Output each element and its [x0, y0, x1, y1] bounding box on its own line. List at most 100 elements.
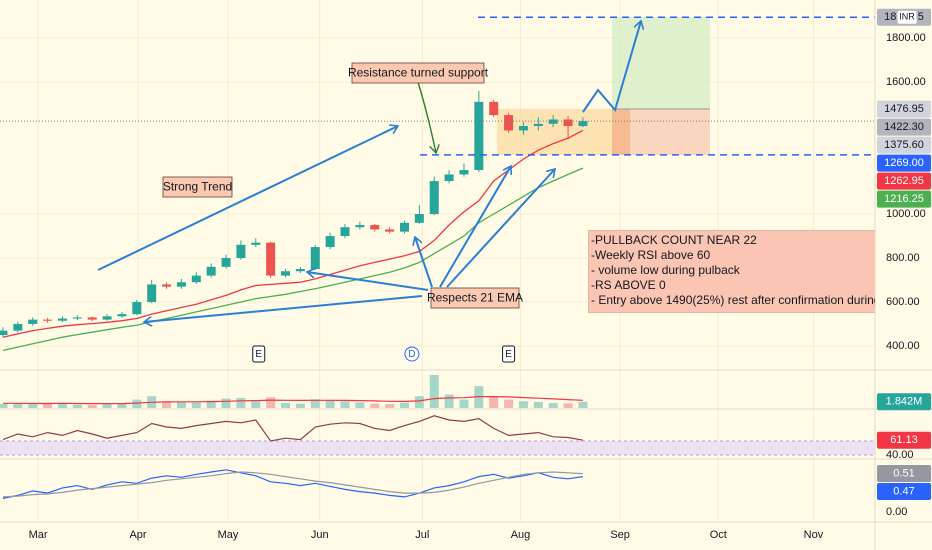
candle-body — [563, 119, 573, 127]
y-tick-label: 40.00 — [886, 449, 914, 461]
volume-bar — [221, 398, 231, 408]
note-line: - volume low during pulback — [591, 263, 741, 277]
volume-bar — [117, 403, 127, 408]
profit-zone — [612, 17, 710, 109]
candle-body — [221, 258, 231, 267]
price-tag-label: 1422.30 — [884, 121, 924, 133]
candle-body — [504, 115, 514, 131]
ema-arrow — [144, 295, 423, 322]
candle-body — [87, 317, 97, 320]
candle-body — [266, 242, 276, 276]
volume-bar — [548, 402, 558, 408]
price-tag-label: 1476.95 — [884, 103, 924, 115]
price-tag-label: 1262.95 — [884, 175, 924, 187]
price-tag — [877, 100, 931, 118]
line-series — [3, 396, 583, 405]
candle-body — [459, 170, 469, 175]
event-marker — [404, 346, 420, 362]
candle-body — [399, 222, 409, 232]
currency-badge — [896, 9, 918, 25]
x-tick-label: Mar — [29, 529, 48, 541]
candle-body — [489, 101, 499, 116]
volume-bar — [132, 399, 142, 408]
annotation: Respects 21 EMA — [427, 291, 523, 305]
x-tick-label: Jul — [415, 529, 429, 541]
volume-bar — [176, 401, 186, 408]
price-tag — [877, 465, 931, 483]
volume-bar — [162, 401, 172, 408]
price-tag-label: 1375.60 — [884, 139, 924, 151]
annotation-box — [430, 287, 520, 309]
note-line: -RS ABOVE 0 — [591, 278, 666, 292]
candle-body — [533, 123, 543, 127]
price-tag — [877, 483, 931, 501]
volume-bar — [489, 396, 499, 408]
volume-bar — [399, 402, 409, 408]
volume-bar — [518, 401, 528, 408]
candle-body — [340, 227, 350, 237]
candle-body — [0, 330, 8, 336]
note-clip: -PULLBACK COUNT NEAR 22 -Weekly RSI abov… — [588, 230, 913, 313]
price-tag-label: 0.47 — [893, 485, 914, 497]
annotation-box — [162, 176, 233, 198]
volume-bar — [414, 396, 424, 408]
candle-body — [132, 302, 142, 315]
note-line: - Entry above 1490(25%) rest after confi… — [591, 293, 913, 307]
volume-bar — [72, 404, 82, 408]
y-tick-label: 1600.00 — [886, 76, 926, 88]
price-tag-label: 1.842M — [886, 396, 923, 408]
event-marker — [502, 345, 516, 363]
candle-body — [176, 282, 186, 287]
annotation: Strong Trend — [163, 180, 232, 194]
x-tick-label: Nov — [804, 529, 824, 541]
volume-bar — [325, 399, 335, 408]
ema-arrow — [439, 166, 511, 288]
event-label: E — [255, 349, 262, 360]
volume-bar — [191, 402, 201, 408]
candle-body — [414, 214, 424, 223]
note-line: -Weekly RSI above 60 — [591, 248, 710, 262]
x-tick-label: Aug — [511, 529, 531, 541]
volume-bar — [444, 394, 454, 408]
support-arrow — [417, 81, 436, 153]
candle-body — [147, 284, 157, 303]
note-line: -PULLBACK COUNT NEAR 22 — [591, 233, 757, 247]
candle-body — [370, 225, 380, 230]
volume-bar — [87, 404, 97, 408]
candle-body — [13, 324, 23, 331]
volume-bar — [355, 402, 365, 408]
x-tick-label: Jun — [311, 529, 329, 541]
candle-body — [281, 271, 291, 276]
candle-body — [325, 236, 335, 248]
price-tag — [877, 431, 931, 449]
marks — [0, 16, 875, 499]
candle-body — [162, 284, 172, 287]
price-tag-label: 0.51 — [893, 467, 914, 479]
currency-label: INR — [899, 12, 915, 22]
event-label: D — [408, 349, 415, 360]
event-marker — [252, 345, 266, 363]
candle-body — [236, 244, 246, 259]
y-tick-label: 1000.00 — [886, 208, 926, 220]
line-series — [2, 415, 584, 442]
volume-bar — [0, 403, 8, 408]
candle-body — [295, 269, 305, 272]
band — [0, 440, 875, 455]
volume-bar — [236, 397, 246, 408]
volume-bar — [340, 401, 350, 408]
candle-body — [251, 242, 261, 245]
y-tick-label: 1800.00 — [886, 32, 926, 44]
event-label: E — [505, 349, 512, 360]
annotation: Resistance turned support — [348, 66, 489, 80]
volume-bar — [533, 401, 543, 408]
candle-body — [429, 181, 439, 215]
ema-arrow — [446, 169, 555, 288]
line-series — [2, 129, 584, 338]
candle-body — [385, 229, 395, 232]
volume-bar — [206, 400, 216, 408]
volume-bar — [459, 399, 469, 408]
volume-bar — [102, 403, 112, 408]
candle-body — [578, 121, 588, 127]
volume-bar — [251, 401, 261, 408]
x-tick-label: Sep — [610, 529, 630, 541]
